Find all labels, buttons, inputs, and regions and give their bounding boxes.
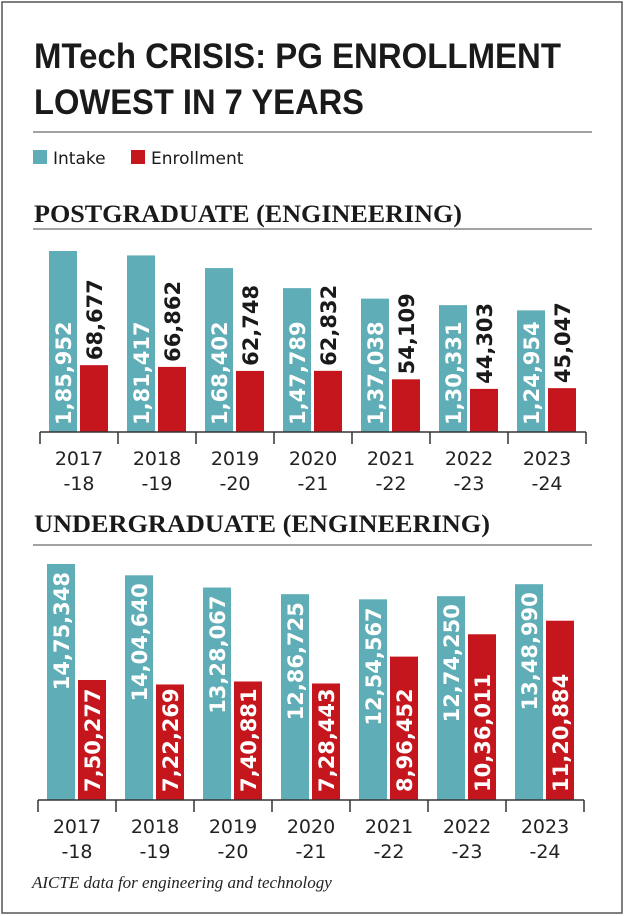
intake-bar xyxy=(127,255,155,432)
pg-chart-title: POSTGRADUATE (ENGINEERING) xyxy=(34,201,462,228)
intake-bar xyxy=(49,251,77,432)
x-tick-label-span: -18 xyxy=(61,841,92,863)
enrollment-bar xyxy=(156,684,184,800)
intake-bar xyxy=(47,564,75,800)
x-tick-label-year: 2019 xyxy=(211,448,259,470)
intake-data-label: 1,30,331 xyxy=(442,321,466,425)
x-tick-label-span: -24 xyxy=(529,841,560,863)
enrollment-bar xyxy=(78,679,106,800)
enrollment-bar xyxy=(468,634,496,800)
x-tick-label-year: 2020 xyxy=(287,816,335,838)
enrollment-data-label: 44,303 xyxy=(473,303,497,384)
intake-data-label: 13,28,067 xyxy=(206,596,230,714)
intake-data-label: 14,75,348 xyxy=(50,572,74,690)
x-tick-label-span: -18 xyxy=(63,473,94,495)
intake-bar xyxy=(283,288,311,432)
enrollment-data-label: 62,832 xyxy=(317,285,341,366)
enrollment-bar xyxy=(546,620,574,800)
pg-chart: 1,85,952 68,677 2017 -18 1,81,417 66,862 2018 -… xyxy=(39,251,587,495)
legend-enrollment-swatch xyxy=(131,150,145,164)
intake-bar xyxy=(281,594,309,800)
enrollment-bar xyxy=(392,379,420,432)
enrollment-bar xyxy=(234,681,262,800)
x-tick-label-span: -23 xyxy=(453,473,484,495)
enrollment-data-label: 7,40,881 xyxy=(237,688,261,792)
x-tick-label-span: -22 xyxy=(375,473,406,495)
x-tick-label-span: -23 xyxy=(451,841,482,863)
enrollment-data-label: 66,862 xyxy=(161,281,185,362)
enrollment-data-label: 7,22,269 xyxy=(159,688,183,792)
title-line-2: LOWEST IN 7 YEARS xyxy=(34,83,364,122)
intake-bar xyxy=(359,599,387,800)
x-tick-label-span: -22 xyxy=(373,841,404,863)
x-tick-label-span: -19 xyxy=(141,473,172,495)
intake-bar xyxy=(361,298,389,432)
enrollment-data-label: 62,748 xyxy=(239,285,263,366)
x-tick-label-year: 2018 xyxy=(131,816,179,838)
legend-intake-swatch xyxy=(33,150,47,164)
enrollment-data-label: 8,96,452 xyxy=(393,688,417,792)
intake-bar xyxy=(515,584,543,800)
enrollment-bar xyxy=(236,370,264,432)
x-tick-label-year: 2017 xyxy=(53,816,101,838)
enrollment-bar xyxy=(390,656,418,800)
x-tick-label-year: 2017 xyxy=(55,448,103,470)
x-tick-label-year: 2021 xyxy=(365,816,413,838)
intake-bar xyxy=(205,268,233,432)
intake-data-label: 1,85,952 xyxy=(52,321,76,425)
x-tick-label-year: 2018 xyxy=(133,448,181,470)
intake-bar xyxy=(517,310,545,432)
enrollment-data-label: 54,109 xyxy=(395,293,419,374)
intake-data-label: 12,74,250 xyxy=(440,604,464,722)
x-tick-label-year: 2023 xyxy=(521,816,569,838)
intake-data-label: 12,86,725 xyxy=(284,602,308,720)
intake-data-label: 1,37,038 xyxy=(364,321,388,425)
enrollment-data-label: 10,36,011 xyxy=(471,674,495,792)
intake-data-label: 1,47,789 xyxy=(286,321,310,425)
enrollment-data-label: 7,28,443 xyxy=(315,688,339,792)
enrollment-bar xyxy=(312,683,340,800)
x-tick-label-year: 2023 xyxy=(523,448,571,470)
enrollment-bar xyxy=(158,366,186,432)
source-note: AICTE data for engineering and technolog… xyxy=(31,873,332,892)
x-tick-label-span: -21 xyxy=(297,473,328,495)
x-tick-label-span: -20 xyxy=(217,841,248,863)
enrollment-bar xyxy=(314,370,342,432)
title-line-1: MTech CRISIS: PG ENROLLMENT xyxy=(34,37,561,76)
intake-data-label: 1,81,417 xyxy=(130,321,154,425)
x-tick-label-span: -19 xyxy=(139,841,170,863)
intake-data-label: 1,24,954 xyxy=(520,321,544,425)
x-tick-label-year: 2019 xyxy=(209,816,257,838)
enrollment-data-label: 45,047 xyxy=(551,302,575,383)
legend-intake-label: Intake xyxy=(53,149,106,169)
enrollment-bar xyxy=(470,388,498,432)
intake-data-label: 14,04,640 xyxy=(128,583,152,701)
intake-data-label: 13,48,990 xyxy=(518,592,542,710)
x-tick-label-year: 2021 xyxy=(367,448,415,470)
x-tick-label-year: 2022 xyxy=(443,816,491,838)
enrollment-bar xyxy=(80,365,108,432)
ug-chart: 14,75,348 7,50,277 2017 -18 14,04,640 7,22,26… xyxy=(37,564,585,863)
intake-data-label: 12,54,567 xyxy=(362,607,386,725)
intake-bar xyxy=(439,305,467,432)
enrollment-data-label: 11,20,884 xyxy=(549,674,573,792)
x-tick-label-year: 2020 xyxy=(289,448,337,470)
intake-data-label: 1,68,402 xyxy=(208,321,232,425)
enrollment-bar xyxy=(548,388,576,432)
x-tick-label-year: 2022 xyxy=(445,448,493,470)
x-tick-label-span: -21 xyxy=(295,841,326,863)
legend-enrollment-label: Enrollment xyxy=(151,149,244,169)
x-tick-label-span: -20 xyxy=(219,473,250,495)
enrollment-data-label: 7,50,277 xyxy=(81,688,105,792)
intake-bar xyxy=(203,587,231,800)
x-tick-label-span: -24 xyxy=(531,473,562,495)
ug-chart-title: UNDERGRADUATE (ENGINEERING) xyxy=(34,511,490,538)
enrollment-data-label: 68,677 xyxy=(83,279,107,360)
intake-bar xyxy=(125,575,153,800)
intake-bar xyxy=(437,596,465,800)
